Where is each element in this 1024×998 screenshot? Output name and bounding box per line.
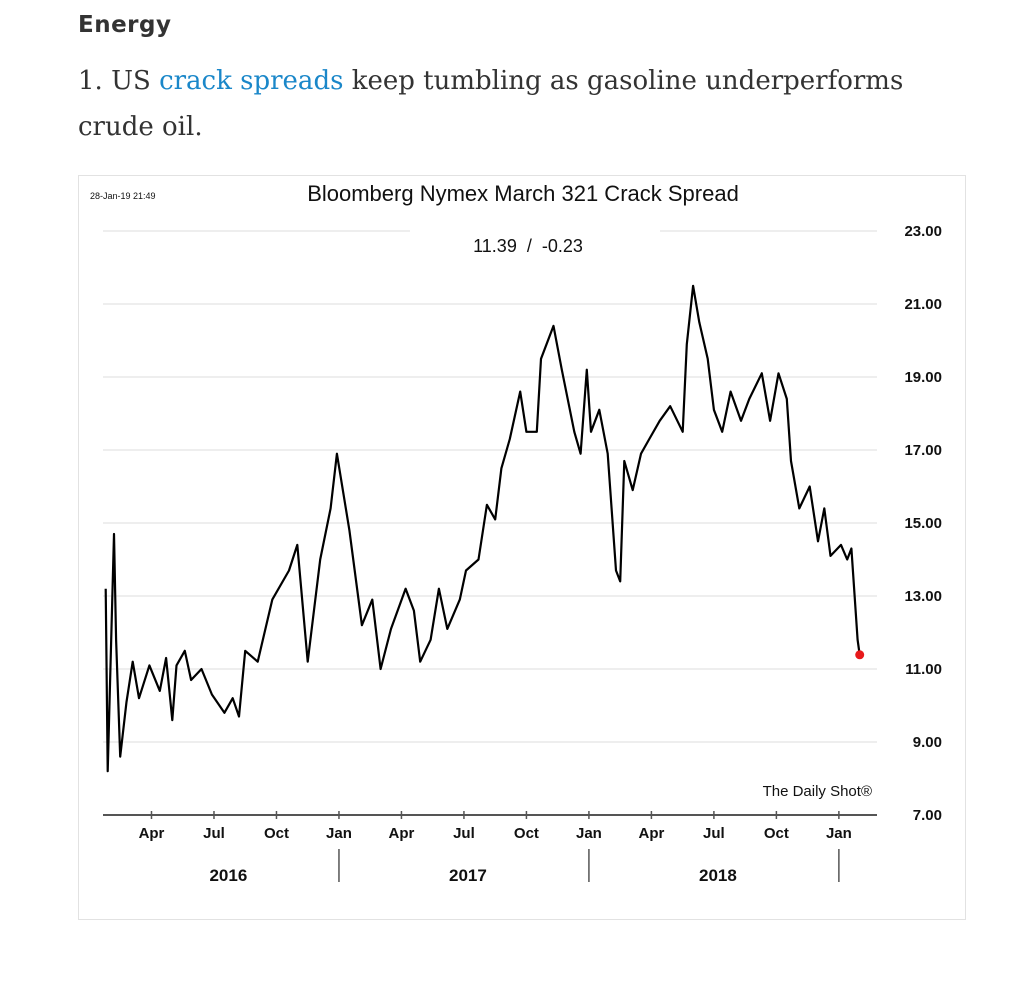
- x-tick-label: Oct: [264, 825, 289, 842]
- x-tick-label: Apr: [638, 825, 664, 842]
- chart-title: Bloomberg Nymex March 321 Crack Spread: [307, 181, 739, 206]
- x-tick-label: Jul: [453, 825, 475, 842]
- last-value-label: 11.39 / -0.23: [473, 236, 583, 256]
- year-label: 2016: [209, 866, 247, 885]
- y-tick-label: 11.00: [905, 661, 942, 678]
- series-line: [104, 284, 861, 773]
- year-label: 2017: [449, 866, 487, 885]
- y-tick-label: 17.00: [904, 442, 942, 459]
- x-tick-label: Apr: [139, 825, 165, 842]
- x-tick-label: Jul: [203, 825, 225, 842]
- y-tick-label: 15.00: [904, 515, 942, 532]
- y-tick-label: 9.00: [913, 734, 942, 751]
- chart-timestamp: 28-Jan-19 21:49: [90, 191, 156, 201]
- year-label: 2018: [699, 866, 737, 885]
- y-tick-label: 19.00: [904, 369, 942, 386]
- chart-frame: [78, 175, 966, 920]
- paragraph-suffix: keep tumbling as gasoline underperforms …: [78, 66, 904, 142]
- y-tick-label: 13.00: [904, 588, 942, 605]
- x-tick-label: Jan: [826, 825, 852, 842]
- watermark: The Daily Shot®: [763, 783, 872, 800]
- section-heading: Energy: [78, 12, 172, 38]
- x-tick-label: Jan: [326, 825, 352, 842]
- y-tick-label: 7.00: [913, 807, 942, 824]
- x-tick-label: Oct: [764, 825, 789, 842]
- paragraph-prefix: 1. US: [78, 66, 160, 96]
- x-tick-label: Jan: [576, 825, 602, 842]
- last-value-marker: [855, 650, 865, 660]
- crack-spreads-link[interactable]: crack spreads: [159, 66, 344, 96]
- x-tick-label: Oct: [514, 825, 539, 842]
- y-tick-label: 21.00: [904, 296, 942, 313]
- x-tick-label: Apr: [389, 825, 415, 842]
- article-paragraph: 1. US crack spreads keep tumbling as gas…: [78, 58, 958, 150]
- y-tick-label: 23.00: [904, 223, 942, 240]
- x-tick-label: Jul: [703, 825, 725, 842]
